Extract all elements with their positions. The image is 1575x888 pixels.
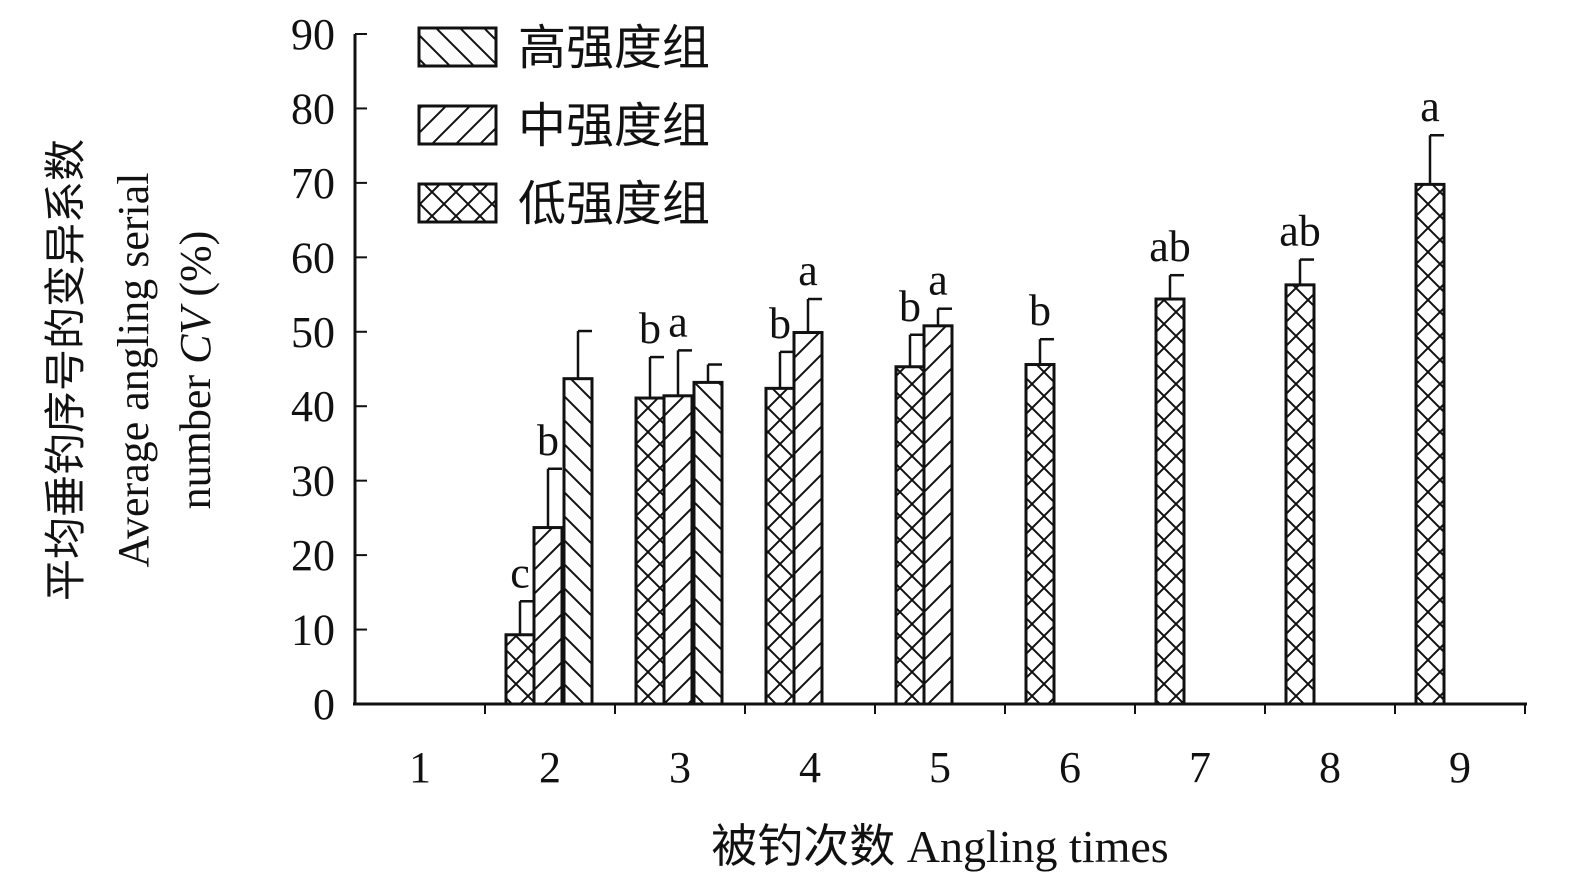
x-tick-label: 4 — [799, 743, 821, 792]
x-tick-label: 3 — [669, 743, 691, 792]
bar — [532, 526, 564, 706]
y-tick-label: 90 — [291, 10, 335, 59]
significance-letter: a — [1420, 82, 1440, 131]
y-tick-label: 70 — [291, 159, 335, 208]
significance-letter: a — [668, 297, 688, 346]
y-tick-label: 30 — [291, 457, 335, 506]
bar — [894, 365, 926, 706]
bar — [692, 380, 724, 706]
bar — [764, 386, 796, 706]
x-axis-title: 被钓次数 Angling times — [711, 821, 1168, 872]
x-tick-label: 2 — [539, 743, 561, 792]
significance-letter: b — [899, 282, 921, 331]
x-tick-label: 6 — [1059, 743, 1081, 792]
significance-letter: a — [928, 256, 948, 305]
bar — [1414, 182, 1446, 706]
y-tick-label: 50 — [291, 308, 335, 357]
y-axis-title-word: CV — [171, 303, 220, 364]
significance-letter: b — [537, 416, 559, 465]
bar — [1284, 283, 1316, 706]
bar — [1024, 363, 1056, 706]
bar — [634, 396, 666, 706]
significance-letter: ab — [1149, 222, 1191, 271]
y-tick-label: 20 — [291, 531, 335, 580]
significance-letter: ab — [1279, 207, 1321, 256]
bar — [504, 633, 536, 706]
y-tick-label: 0 — [313, 680, 335, 729]
x-tick-label: 9 — [1449, 743, 1471, 792]
x-tick-label: 5 — [929, 743, 951, 792]
x-tick-label: 8 — [1319, 743, 1341, 792]
bar — [1154, 297, 1186, 706]
bar — [662, 394, 694, 706]
bar — [562, 377, 594, 706]
y-tick-label: 10 — [291, 606, 335, 655]
y-axis-title-zh: 平均垂钓序号的变异系数 — [43, 139, 90, 601]
y-tick-label: 60 — [291, 233, 335, 282]
bar — [922, 324, 954, 706]
legend-label: 高强度组 — [518, 22, 710, 75]
significance-letter: b — [639, 304, 661, 353]
bar — [792, 331, 824, 706]
legend-label: 中强度组 — [518, 100, 710, 153]
legend-swatch — [417, 26, 498, 68]
significance-letter: b — [1029, 286, 1051, 335]
legend-swatch — [417, 182, 498, 224]
y-tick-label: 40 — [291, 382, 335, 431]
y-axis-title-en: number CV (%) — [171, 231, 220, 510]
legend-label: 低强度组 — [518, 178, 710, 231]
x-tick-label: 1 — [409, 743, 431, 792]
y-axis-title-en: Average angling serial — [109, 172, 158, 567]
y-axis-title-word: (%) — [171, 231, 220, 297]
x-tick-label: 7 — [1189, 743, 1211, 792]
significance-letter: c — [510, 548, 530, 597]
significance-letter: b — [769, 299, 791, 348]
y-axis-title-word: number — [171, 375, 220, 510]
legend-swatch — [417, 104, 498, 146]
y-tick-label: 80 — [291, 84, 335, 133]
significance-letter: a — [798, 246, 818, 295]
